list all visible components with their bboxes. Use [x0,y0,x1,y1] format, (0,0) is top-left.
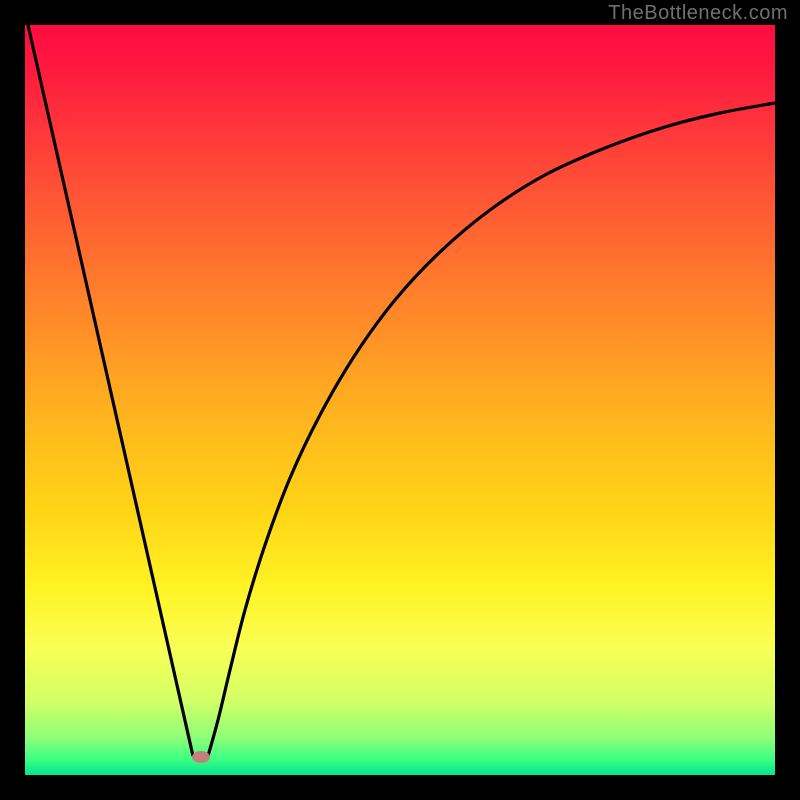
watermark: TheBottleneck.com [608,2,788,25]
plot-area [25,25,775,775]
curve-right-branch [208,103,775,756]
minimum-marker [192,751,210,763]
curve-left-branch [28,25,193,756]
bottleneck-curve [0,0,800,800]
bottleneck-chart: TheBottleneck.com [0,0,800,800]
